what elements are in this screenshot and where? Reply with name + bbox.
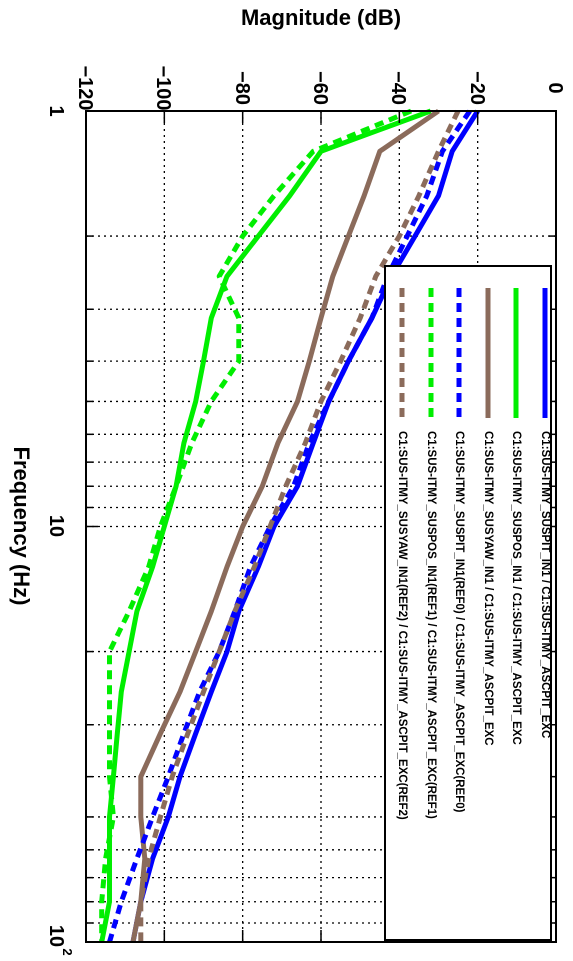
legend-entry: C1:SUS-ITMY_SUSPOS_IN1(REF1) / C1:SUS-IT… — [425, 431, 437, 819]
x-tick-label-exponent: 2 — [60, 948, 75, 955]
legend-entry: C1:SUS-ITMY_SUSYAW_IN1 / C1:SUS-ITMY_ASC… — [482, 431, 494, 746]
x-tick-label-base: 10 — [45, 925, 67, 947]
legend: C1:SUS-ITMY_SUSPIT_IN1 / C1:SUS-ITMY_ASC… — [384, 265, 552, 941]
legend-box — [384, 265, 552, 941]
series-lines — [99, 108, 480, 943]
axis-ticks — [85, 110, 557, 942]
y-tick-label: −120 — [74, 65, 96, 110]
series-line — [99, 108, 432, 943]
x-tick-label: 1 — [45, 105, 67, 116]
y-tick-label: −20 — [466, 71, 488, 105]
y-tick-label: −40 — [387, 71, 409, 105]
legend-entry: C1:SUS-ITMY_SUSYAW_IN1(REF2) / C1:SUS-IT… — [396, 431, 408, 820]
legend-entry: C1:SUS-ITMY_SUSPOS_IN1 / C1:SUS-ITMY_ASC… — [510, 431, 522, 745]
series-line — [138, 109, 461, 942]
legend-entry: C1:SUS-ITMY_SUSPIT_IN1 / C1:SUS-ITMY_ASC… — [539, 431, 551, 738]
series-line — [130, 108, 440, 943]
series-line — [107, 109, 472, 943]
y-tick-label: −100 — [152, 65, 174, 110]
legend-swatches — [399, 288, 548, 418]
y-tick-labels: 0 −20 −40 −60 −80 −100 −120 — [74, 65, 566, 110]
x-tick-label: 10 — [45, 515, 67, 537]
y-tick-label: −60 — [309, 71, 331, 105]
y-tick-label: −80 — [231, 71, 253, 105]
legend-entry: C1:SUS-ITMY_SUSPIT_IN1(REF0) / C1:SUS-IT… — [453, 431, 465, 813]
series-line — [99, 108, 413, 942]
y-tick-label: 0 — [544, 82, 566, 93]
y-axis-title: Magnitude (dB) — [241, 5, 401, 30]
x-tick-labels: 1 10 10 2 — [45, 105, 75, 955]
series-line — [130, 109, 480, 943]
x-axis-title: Frequency (Hz) — [9, 447, 34, 606]
